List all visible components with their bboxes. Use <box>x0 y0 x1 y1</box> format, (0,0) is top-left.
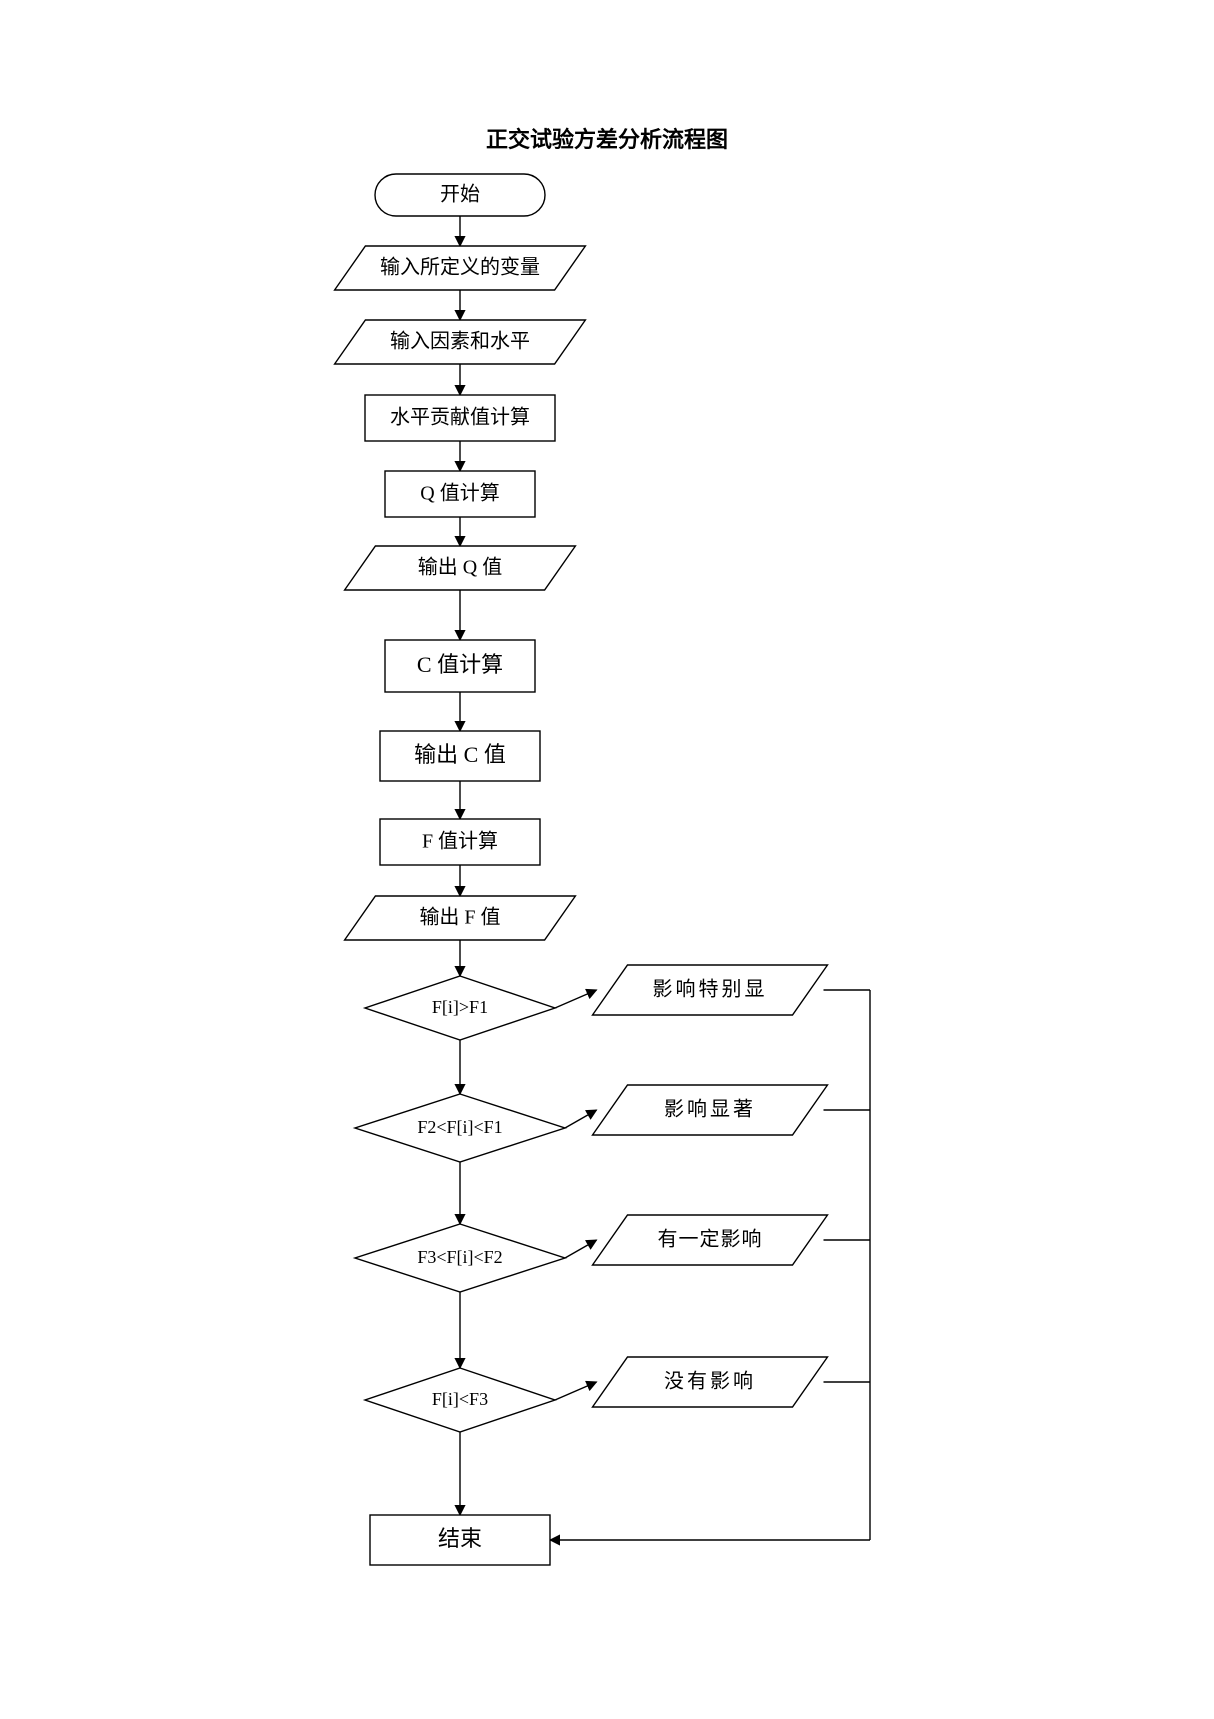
label-out_f: 输出 F 值 <box>419 906 500 929</box>
node-calc_f: F 值计算 <box>380 819 540 865</box>
label-calc_lv: 水平贡献值计算 <box>390 406 530 429</box>
label-r2: 影响显著 <box>664 1098 756 1121</box>
node-r4: 没有影响 <box>593 1357 828 1407</box>
node-d3: F3<F[i]<F2 <box>355 1224 565 1292</box>
label-start: 开始 <box>440 183 480 206</box>
label-out_q: 输出 Q 值 <box>418 556 502 579</box>
label-d3: F3<F[i]<F2 <box>417 1247 502 1267</box>
label-r4: 没有影响 <box>664 1370 756 1393</box>
node-end: 结束 <box>370 1515 550 1565</box>
label-in_var: 输入所定义的变量 <box>380 256 540 279</box>
node-calc_lv: 水平贡献值计算 <box>365 395 555 441</box>
node-start: 开始 <box>375 174 545 216</box>
label-calc_q: Q 值计算 <box>420 482 499 505</box>
label-end: 结束 <box>438 1526 482 1551</box>
page: 正交试验方差分析流程图 开始输入所定义的变量输入因素和水平水平贡献值计算Q 值计… <box>0 0 1214 1719</box>
node-d2: F2<F[i]<F1 <box>355 1094 565 1162</box>
label-r3: 有一定影响 <box>658 1228 763 1251</box>
label-in_fac: 输入因素和水平 <box>390 330 530 353</box>
label-calc_f: F 值计算 <box>422 830 498 853</box>
node-calc_c: C 值计算 <box>385 640 535 692</box>
label-r1: 影响特别显 <box>653 978 768 1001</box>
node-r3: 有一定影响 <box>593 1215 828 1265</box>
flowchart-svg: 开始输入所定义的变量输入因素和水平水平贡献值计算 Q 值计算输出 Q 值 C 值计算… <box>0 0 1214 1719</box>
node-r1: 影响特别显 <box>593 965 828 1015</box>
node-r2: 影响显著 <box>593 1085 828 1135</box>
node-in_var: 输入所定义的变量 <box>335 246 586 290</box>
label-calc_c: C 值计算 <box>417 652 503 677</box>
label-d1: F[i]>F1 <box>432 997 488 1017</box>
node-in_fac: 输入因素和水平 <box>335 320 586 364</box>
node-d4: F[i]<F3 <box>365 1368 555 1432</box>
label-d2: F2<F[i]<F1 <box>417 1117 502 1137</box>
node-out_q: 输出 Q 值 <box>345 546 576 590</box>
node-d1: F[i]>F1 <box>365 976 555 1040</box>
label-out_c: 输出 C 值 <box>414 742 506 767</box>
node-calc_q: Q 值计算 <box>385 471 535 517</box>
label-d4: F[i]<F3 <box>432 1389 488 1409</box>
node-out_c: 输出 C 值 <box>380 731 540 781</box>
node-out_f: 输出 F 值 <box>345 896 576 940</box>
